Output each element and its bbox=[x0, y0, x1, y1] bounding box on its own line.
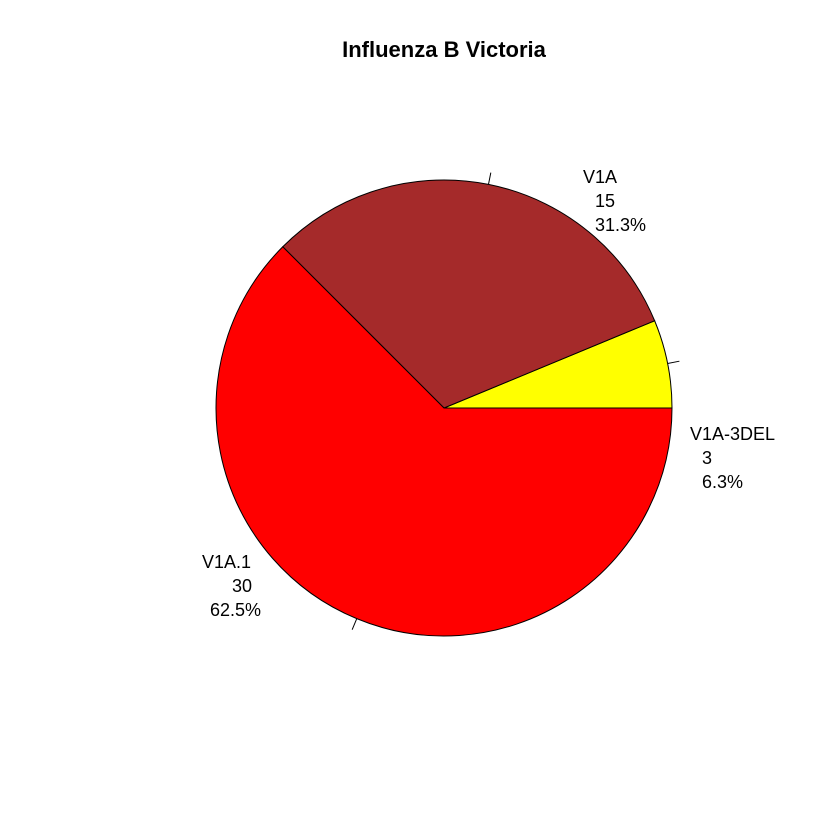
leader-line bbox=[667, 360, 680, 365]
slice-percent-label: 31.3% bbox=[595, 215, 646, 235]
leader-line bbox=[351, 618, 358, 630]
pie-slices bbox=[215, 179, 673, 637]
slice-category-label: V1A bbox=[583, 167, 617, 187]
slice-percent-label: 6.3% bbox=[702, 472, 743, 492]
slice-category-label: V1A.1 bbox=[202, 552, 251, 572]
leader-line bbox=[487, 172, 492, 185]
slice-value-label: 3 bbox=[702, 448, 712, 468]
slice-category-label: V1A-3DEL bbox=[690, 424, 775, 444]
slice-value-label: 30 bbox=[232, 576, 252, 596]
slice-value-label: 15 bbox=[595, 191, 615, 211]
chart-title: Influenza B Victoria bbox=[342, 37, 547, 62]
slice-percent-label: 62.5% bbox=[210, 600, 261, 620]
slice-labels: V1A-3DEL 3 6.3% V1A 15 31.3% V1A.1 30 62.5% bbox=[202, 167, 775, 620]
leader-lines bbox=[351, 172, 680, 630]
